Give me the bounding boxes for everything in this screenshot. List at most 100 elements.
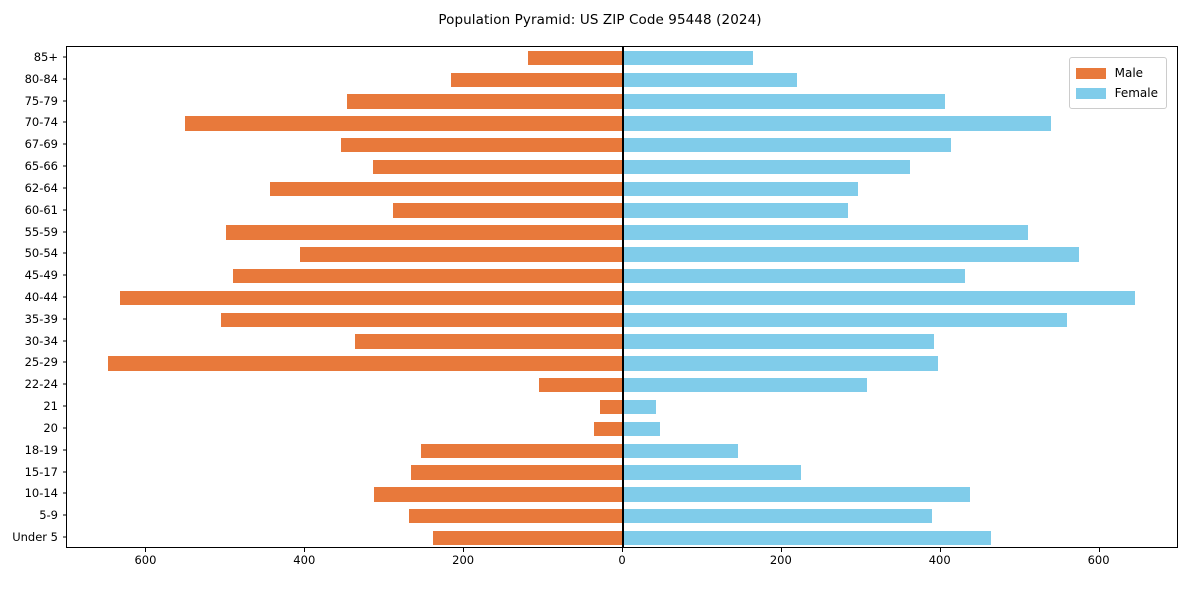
bars-layer (67, 47, 1177, 547)
zero-axis-line (622, 47, 624, 547)
x-tick-mark (304, 548, 306, 552)
x-tick-mark (780, 548, 782, 552)
bar-female (623, 509, 932, 524)
y-tick-mark (62, 187, 66, 189)
pyramid-row (67, 203, 1177, 218)
bar-female (623, 356, 939, 371)
pyramid-row (67, 247, 1177, 262)
x-tick-label: 0 (618, 553, 626, 567)
y-tick-label: 15-17 (24, 464, 58, 479)
y-tick-label: 80-84 (24, 71, 58, 86)
legend-label-male: Male (1114, 66, 1144, 80)
y-tick-mark (62, 78, 66, 80)
y-tick-label: 25-29 (24, 355, 58, 370)
bar-male (120, 290, 623, 306)
y-tick-mark (62, 274, 66, 276)
y-axis: 85+ 80-84 75-79 70-74 67-69 65-66 62-64 60-61 55… (0, 46, 66, 548)
y-tick-label: 30-34 (24, 333, 58, 348)
bar-male (341, 138, 623, 153)
y-tick-mark (62, 231, 66, 233)
pyramid-row (67, 290, 1177, 306)
bar-male (421, 443, 623, 458)
bar-female (623, 72, 797, 87)
y-tick-label: 5-9 (39, 508, 58, 523)
y-tick-label: 55-59 (24, 224, 58, 239)
bar-male (270, 181, 623, 197)
bar-male (299, 247, 623, 262)
pyramid-row (67, 378, 1177, 393)
legend-item-female: Female (1075, 83, 1158, 103)
y-tick-label: 62-64 (24, 180, 58, 195)
y-tick-label: 40-44 (24, 290, 58, 304)
pyramid-row (67, 116, 1177, 131)
y-tick-mark (62, 100, 66, 102)
bar-male (185, 116, 623, 131)
y-tick-label: 10-14 (24, 486, 58, 501)
legend-label-female: Female (1114, 86, 1158, 100)
y-tick-label: 65-66 (24, 159, 58, 174)
bar-female (623, 181, 859, 197)
y-tick-label: 75-79 (24, 93, 58, 108)
y-tick-mark (62, 340, 66, 342)
legend-swatch-male-icon (1075, 67, 1106, 79)
y-tick-label: 70-74 (24, 115, 58, 130)
y-tick-mark (62, 56, 66, 58)
bar-female (623, 378, 867, 393)
y-tick-mark (62, 318, 66, 320)
y-tick-label: 45-49 (24, 268, 58, 283)
bar-female (623, 334, 935, 349)
bar-male (221, 312, 623, 327)
bar-male (374, 487, 623, 502)
x-tick-mark (939, 548, 941, 552)
bar-male (393, 203, 623, 218)
bar-male (538, 378, 623, 393)
legend-swatch-female-icon (1075, 87, 1106, 99)
pyramid-row (67, 509, 1177, 524)
bar-female (623, 421, 661, 437)
pyramid-row (67, 138, 1177, 153)
y-tick-mark (62, 121, 66, 123)
bar-male (528, 50, 623, 66)
y-tick-label: 85+ (33, 49, 58, 64)
y-tick-mark (62, 471, 66, 473)
pyramid-row (67, 356, 1177, 371)
bar-female (623, 116, 1052, 131)
y-tick-mark (62, 536, 66, 538)
y-tick-label: 21 (43, 399, 58, 414)
pyramid-row (67, 94, 1177, 109)
bar-male (233, 268, 623, 284)
y-tick-label: 22-24 (24, 377, 58, 392)
bar-male (346, 94, 623, 109)
y-tick-mark (62, 383, 66, 385)
bar-male (354, 334, 623, 349)
x-tick-mark (145, 548, 147, 552)
bar-male (372, 159, 623, 175)
bar-male (225, 225, 623, 240)
bar-female (623, 225, 1029, 240)
y-tick-mark (62, 143, 66, 145)
bar-female (623, 203, 848, 218)
y-tick-mark (62, 296, 66, 298)
y-tick-mark (62, 405, 66, 407)
bar-male (451, 72, 623, 87)
bar-male (593, 421, 623, 437)
pyramid-row (67, 334, 1177, 349)
pyramid-row (67, 268, 1177, 284)
bar-female (623, 530, 991, 546)
bar-male (433, 530, 623, 546)
x-tick-label: 600 (1087, 553, 1110, 567)
pyramid-row (67, 465, 1177, 480)
bar-female (623, 443, 739, 458)
bar-male (108, 356, 623, 371)
bar-female (623, 312, 1067, 327)
x-tick-label: 400 (293, 553, 316, 567)
pyramid-row (67, 443, 1177, 458)
bar-female (623, 290, 1136, 306)
y-tick-mark (62, 361, 66, 363)
y-tick-mark (62, 492, 66, 494)
legend: Male Female (1068, 57, 1167, 109)
pyramid-row (67, 399, 1177, 415)
plot-area: Male Female (66, 46, 1178, 548)
y-tick-mark (62, 209, 66, 211)
